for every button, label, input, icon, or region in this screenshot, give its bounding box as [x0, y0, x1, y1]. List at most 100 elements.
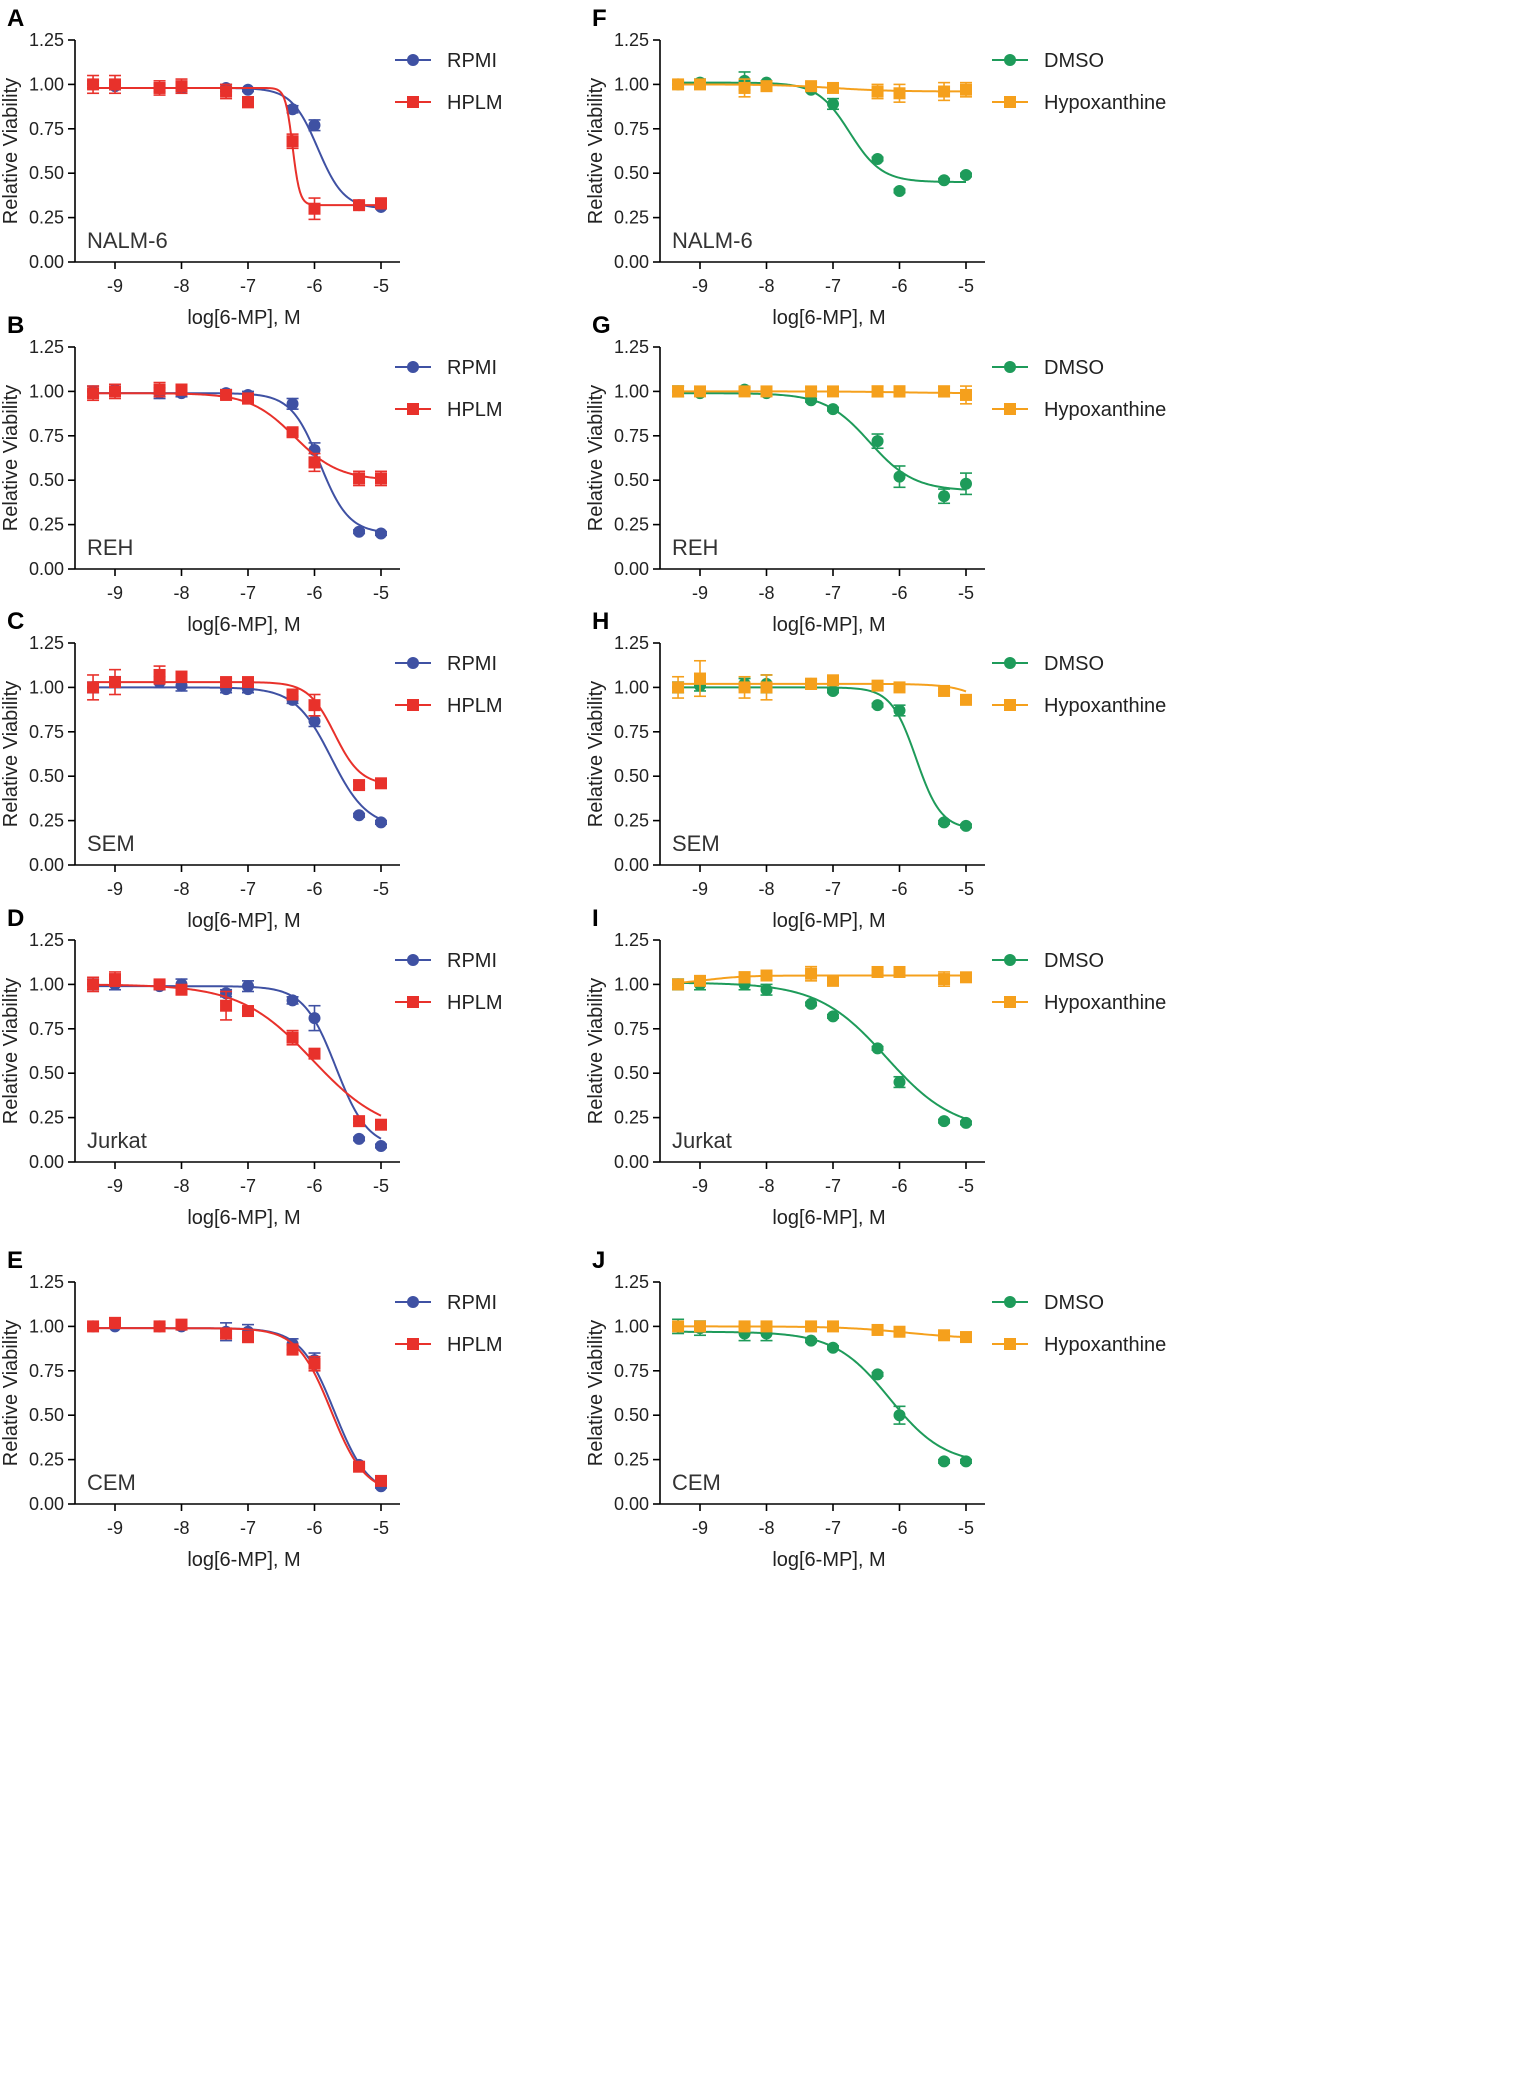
series-hplm: [87, 74, 387, 221]
x-tick-label: -7: [240, 1518, 256, 1538]
marker-square: [87, 978, 100, 991]
data-point: [960, 971, 972, 984]
marker-circle: [938, 490, 951, 503]
data-point: [893, 965, 906, 978]
marker-square: [175, 80, 188, 93]
data-point: [760, 969, 773, 982]
fit-curve: [676, 81, 967, 184]
marker-square: [760, 80, 773, 93]
data-point: [805, 1334, 818, 1347]
x-tick-label: -5: [958, 276, 974, 296]
marker-square: [109, 1316, 121, 1329]
y-tick-label: 0.25: [29, 208, 64, 228]
x-tick-label: -8: [758, 879, 774, 899]
marker-square: [672, 385, 685, 398]
y-tick-label: 1.00: [29, 677, 64, 697]
data-point: [760, 983, 773, 996]
data-point: [938, 81, 951, 102]
fit-curve: [676, 686, 967, 828]
data-point: [375, 1140, 387, 1153]
legend-entry: DMSO: [992, 1292, 1104, 1314]
legend-entry: Hypoxanthine: [992, 1334, 1166, 1356]
legend-label: DMSO: [1044, 653, 1104, 675]
x-tick-label: -9: [107, 1176, 123, 1196]
marker-square: [738, 81, 751, 94]
legend-marker: [407, 699, 419, 711]
data-point: [308, 452, 321, 473]
marker-circle: [286, 994, 299, 1007]
marker-circle: [375, 527, 387, 540]
marker-square: [308, 699, 321, 712]
data-point: [87, 74, 100, 95]
panel-c: C 0.00 0.25 0.50 0.75 1.00 1.25 -9 -8 -7 -6 -5 log[6…: [0, 608, 503, 932]
marker-square: [153, 1320, 166, 1333]
panel-letter: J: [592, 1247, 605, 1274]
y-axis-label: Relative Viability: [585, 385, 607, 531]
marker-square: [109, 676, 121, 689]
data-point: [805, 677, 818, 690]
data-point: [87, 1320, 100, 1333]
marker-square: [893, 965, 906, 978]
y-tick-label: 0.00: [29, 1494, 64, 1514]
data-point: [871, 1323, 884, 1336]
marker-circle: [827, 684, 839, 697]
fit-curve: [676, 981, 967, 1120]
data-point: [286, 426, 299, 439]
x-axis-label: log[6-MP], M: [772, 614, 885, 636]
panel-letter: E: [7, 1247, 23, 1274]
data-point: [672, 385, 685, 398]
data-point: [960, 168, 972, 181]
y-tick-label: 1.25: [614, 930, 649, 950]
legend-entry: DMSO: [992, 50, 1104, 72]
marker-square: [738, 385, 751, 398]
marker-circle: [827, 1341, 839, 1354]
data-point: [375, 1474, 387, 1487]
legend-label: HPLM: [447, 992, 503, 1014]
data-point: [871, 433, 884, 450]
data-point: [353, 470, 366, 487]
fit-curve: [676, 682, 967, 693]
data-point: [805, 965, 818, 982]
legend-label: DMSO: [1044, 50, 1104, 72]
legend-entry: Hypoxanthine: [992, 92, 1166, 114]
x-tick-label: -9: [107, 1518, 123, 1538]
data-point: [960, 819, 972, 832]
data-point: [109, 383, 121, 400]
legend-entry: RPMI: [395, 357, 497, 379]
x-tick-label: -8: [173, 583, 189, 603]
x-tick-label: -5: [373, 879, 389, 899]
data-point: [375, 816, 387, 829]
data-point: [960, 1331, 972, 1344]
series-hplm: [87, 665, 387, 792]
marker-square: [871, 85, 884, 98]
data-point: [805, 385, 818, 398]
data-point: [109, 971, 121, 987]
marker-square: [760, 969, 773, 982]
marker-square: [308, 202, 321, 215]
series-hplm: [87, 1316, 387, 1487]
marker-square: [286, 426, 299, 439]
data-point: [694, 659, 706, 698]
y-axis-label: Relative Viability: [585, 978, 607, 1124]
marker-square: [694, 78, 706, 91]
data-point: [153, 978, 166, 991]
x-axis-label: log[6-MP], M: [187, 1549, 300, 1571]
data-point: [960, 1116, 972, 1129]
y-tick-label: 0.50: [29, 766, 64, 786]
x-tick-label: -6: [891, 1518, 907, 1538]
marker-square: [153, 383, 166, 396]
data-point: [153, 1320, 166, 1333]
marker-square: [827, 974, 839, 987]
marker-square: [738, 1320, 751, 1333]
y-tick-label: 0.25: [29, 515, 64, 535]
marker-square: [220, 676, 233, 689]
marker-square: [286, 1343, 299, 1356]
marker-circle: [871, 1042, 884, 1055]
marker-square: [375, 1118, 387, 1131]
legend-marker: [407, 954, 419, 966]
data-point: [893, 681, 906, 694]
marker-square: [694, 974, 706, 987]
data-point: [827, 674, 839, 687]
marker-circle: [375, 816, 387, 829]
data-point: [109, 1316, 121, 1329]
